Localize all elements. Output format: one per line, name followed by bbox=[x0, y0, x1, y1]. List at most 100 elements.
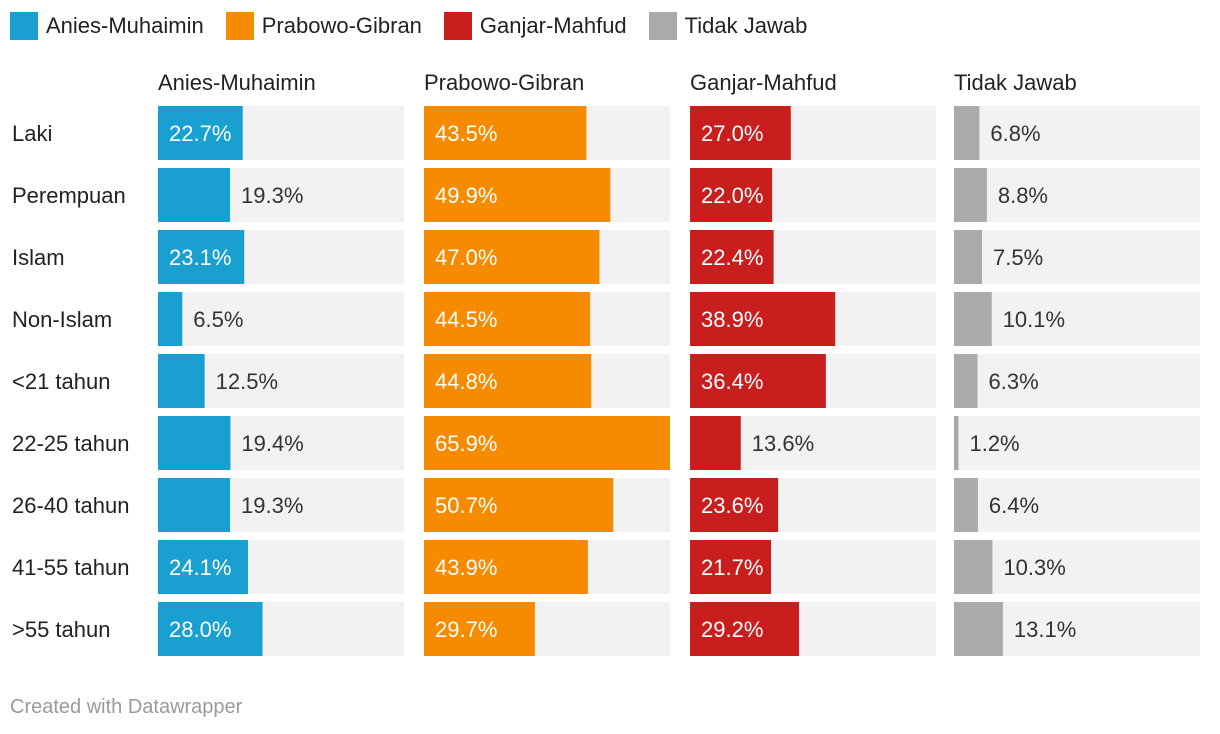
bar-track bbox=[954, 230, 1200, 284]
legend-swatch-anies bbox=[10, 12, 38, 40]
data-label: 24.1% bbox=[169, 555, 231, 580]
bar-track bbox=[954, 292, 1200, 346]
data-label: 23.6% bbox=[701, 493, 763, 518]
data-label: 27.0% bbox=[701, 121, 763, 146]
bar-ganjar-mahfud bbox=[690, 478, 779, 532]
bar-prabowo-gibran bbox=[424, 168, 611, 222]
data-label: 29.7% bbox=[435, 617, 497, 642]
data-label: 6.5% bbox=[193, 307, 243, 332]
bar-prabowo-gibran bbox=[424, 416, 670, 470]
bar-tidak-jawab bbox=[954, 540, 993, 594]
data-label: 13.6% bbox=[752, 431, 814, 456]
bar-anies-muhaimin bbox=[158, 602, 263, 656]
data-label: 49.9% bbox=[435, 183, 497, 208]
bar-anies-muhaimin bbox=[158, 416, 231, 470]
data-label: 21.7% bbox=[701, 555, 763, 580]
bar-prabowo-gibran bbox=[424, 602, 535, 656]
row-label-26-40-tahun: 26-40 tahun bbox=[12, 493, 129, 518]
bar-prabowo-gibran bbox=[424, 230, 600, 284]
data-label: 23.1% bbox=[169, 245, 231, 270]
data-label: 6.8% bbox=[990, 121, 1040, 146]
data-label: 29.2% bbox=[701, 617, 763, 642]
bar-track bbox=[954, 106, 1200, 160]
data-label: 28.0% bbox=[169, 617, 231, 642]
data-label: 47.0% bbox=[435, 245, 497, 270]
data-label: 44.5% bbox=[435, 307, 497, 332]
bar-anies-muhaimin bbox=[158, 106, 243, 160]
bar-tidak-jawab bbox=[954, 106, 980, 160]
row-label-55-tahun: >55 tahun bbox=[12, 617, 110, 642]
bar-anies-muhaimin bbox=[158, 230, 245, 284]
column-header-prabowo-gibran: Prabowo-Gibran bbox=[424, 70, 584, 95]
data-label: 22.0% bbox=[701, 183, 763, 208]
bar-tidak-jawab bbox=[954, 416, 959, 470]
data-label: 36.4% bbox=[701, 369, 763, 394]
bar-prabowo-gibran bbox=[424, 292, 591, 346]
bar-anies-muhaimin bbox=[158, 354, 205, 408]
legend: Anies-Muhaimin Prabowo-Gibran Ganjar-Mah… bbox=[10, 10, 807, 42]
bar-ganjar-mahfud bbox=[690, 602, 800, 656]
data-label: 6.4% bbox=[989, 493, 1039, 518]
bar-track bbox=[954, 540, 1200, 594]
data-label: 19.3% bbox=[241, 493, 303, 518]
bar-ganjar-mahfud bbox=[690, 292, 836, 346]
bar-track bbox=[954, 478, 1200, 532]
data-label: 65.9% bbox=[435, 431, 497, 456]
bar-ganjar-mahfud bbox=[690, 168, 773, 222]
data-label: 44.8% bbox=[435, 369, 497, 394]
bar-track bbox=[954, 416, 1200, 470]
data-label: 19.4% bbox=[241, 431, 303, 456]
legend-label-anies: Anies-Muhaimin bbox=[46, 13, 204, 38]
data-label: 13.1% bbox=[1014, 617, 1076, 642]
legend-swatch-ganjar bbox=[443, 12, 472, 40]
bar-anies-muhaimin bbox=[158, 168, 231, 222]
bar-prabowo-gibran bbox=[424, 540, 588, 594]
bar-anies-muhaimin bbox=[158, 478, 231, 532]
data-label: 1.2% bbox=[969, 431, 1019, 456]
bar-ganjar-mahfud bbox=[690, 106, 791, 160]
bar-ganjar-mahfud bbox=[690, 354, 826, 408]
bar-track bbox=[954, 354, 1200, 408]
legend-item-prabowo: Prabowo-Gibran bbox=[225, 12, 422, 40]
column-header-tidak-jawab: Tidak Jawab bbox=[954, 70, 1077, 95]
data-label: 22.7% bbox=[169, 121, 231, 146]
footer-credit: Created with Datawrapper bbox=[10, 696, 243, 718]
legend-label-tidak-jawab: Tidak Jawab bbox=[684, 13, 808, 38]
row-label-islam: Islam bbox=[12, 245, 65, 270]
data-label: 8.8% bbox=[998, 183, 1048, 208]
legend-item-ganjar: Ganjar-Mahfud bbox=[443, 12, 627, 40]
bar-ganjar-mahfud bbox=[690, 416, 741, 470]
data-label: 50.7% bbox=[435, 493, 497, 518]
bar-tidak-jawab bbox=[954, 168, 987, 222]
row-label-21-tahun: <21 tahun bbox=[12, 369, 110, 394]
data-label: 12.5% bbox=[216, 369, 278, 394]
legend-item-anies: Anies-Muhaimin bbox=[10, 12, 204, 40]
legend-item-tidak-jawab: Tidak Jawab bbox=[648, 12, 808, 40]
row-label-22-25-tahun: 22-25 tahun bbox=[12, 431, 129, 456]
row-label-laki: Laki bbox=[12, 121, 52, 146]
bar-track bbox=[954, 168, 1200, 222]
data-label: 10.3% bbox=[1003, 555, 1065, 580]
bar-prabowo-gibran bbox=[424, 478, 614, 532]
bar-ganjar-mahfud bbox=[690, 540, 772, 594]
data-label: 43.5% bbox=[435, 121, 497, 146]
bar-prabowo-gibran bbox=[424, 354, 592, 408]
bar-tidak-jawab bbox=[954, 602, 1003, 656]
data-label: 43.9% bbox=[435, 555, 497, 580]
column-header-anies-muhaimin: Anies-Muhaimin bbox=[158, 70, 316, 95]
data-label: 19.3% bbox=[241, 183, 303, 208]
bar-anies-muhaimin bbox=[158, 292, 183, 346]
data-label: 6.3% bbox=[989, 369, 1039, 394]
row-label-41-55-tahun: 41-55 tahun bbox=[12, 555, 129, 580]
bar-ganjar-mahfud bbox=[690, 230, 774, 284]
data-label: 7.5% bbox=[993, 245, 1043, 270]
legend-label-prabowo: Prabowo-Gibran bbox=[261, 13, 422, 38]
column-header-ganjar-mahfud: Ganjar-Mahfud bbox=[690, 70, 837, 95]
bar-prabowo-gibran bbox=[424, 106, 587, 160]
bar-anies-muhaimin bbox=[158, 540, 248, 594]
data-label: 22.4% bbox=[701, 245, 763, 270]
bar-track bbox=[158, 292, 404, 346]
bar-tidak-jawab bbox=[954, 354, 978, 408]
bar-tidak-jawab bbox=[954, 230, 982, 284]
